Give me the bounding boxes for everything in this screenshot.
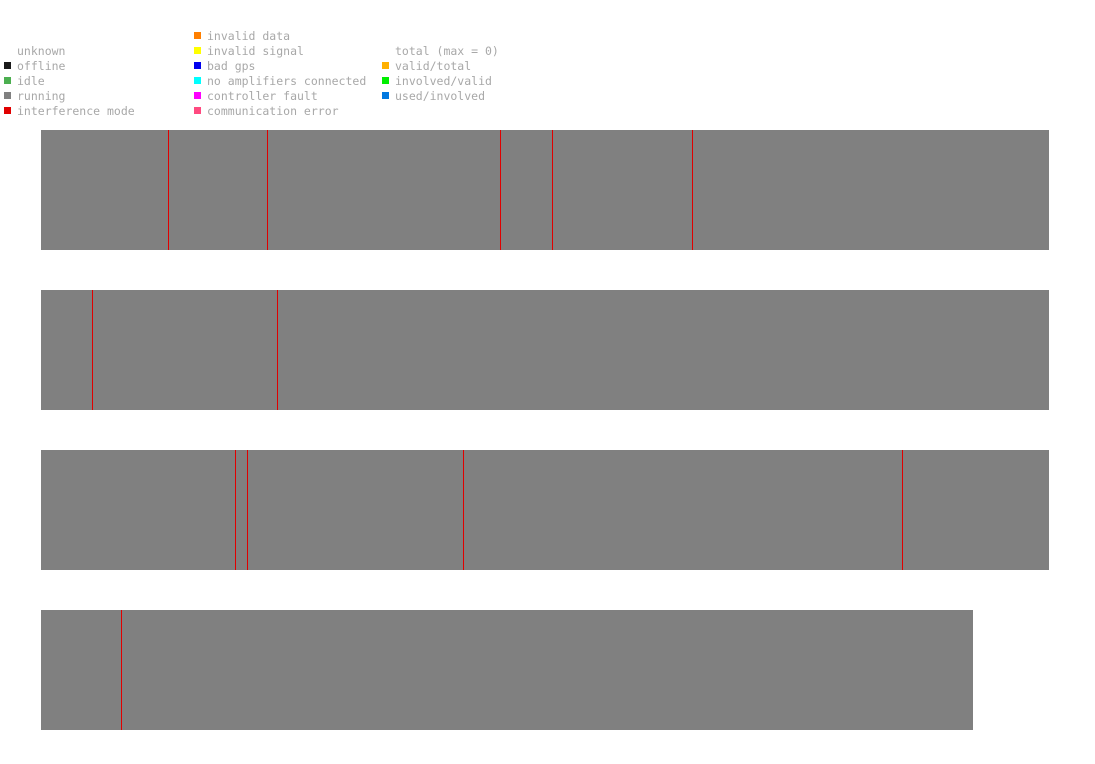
legend-swatch bbox=[194, 107, 201, 114]
timeline-row bbox=[41, 610, 974, 730]
legend-swatch bbox=[194, 47, 201, 54]
interference-event-mark bbox=[234, 450, 236, 570]
legend-label: idle bbox=[17, 74, 45, 88]
legend-swatch bbox=[194, 32, 201, 39]
interference-event-mark bbox=[499, 130, 501, 250]
legend-swatch bbox=[4, 62, 11, 69]
legend-label: involved/valid bbox=[395, 74, 492, 88]
interference-event-mark bbox=[120, 610, 122, 730]
legend-label: interference mode bbox=[17, 104, 135, 118]
legend-swatch bbox=[382, 92, 389, 99]
legend-label: total (max = 0) bbox=[395, 44, 499, 58]
interference-event-mark bbox=[901, 450, 903, 570]
interference-event-mark bbox=[552, 130, 554, 250]
timeline-row bbox=[41, 130, 1049, 250]
interference-event-mark bbox=[246, 450, 248, 570]
legend-label: controller fault bbox=[207, 89, 318, 103]
legend-swatch bbox=[4, 107, 11, 114]
timeline-row bbox=[41, 290, 1049, 410]
legend-label: used/involved bbox=[395, 89, 486, 103]
legend-label: invalid signal bbox=[207, 44, 304, 58]
interference-event-mark bbox=[92, 290, 94, 410]
legend-swatch bbox=[194, 92, 201, 99]
legend-label: offline bbox=[17, 59, 66, 73]
interference-event-mark bbox=[276, 290, 278, 410]
interference-event-mark bbox=[692, 130, 694, 250]
legend-swatch bbox=[382, 47, 389, 54]
legend-swatch bbox=[194, 62, 201, 69]
legend-label: valid/total bbox=[395, 59, 472, 73]
interference-event-mark bbox=[266, 130, 268, 250]
legend-label: running bbox=[17, 89, 66, 103]
timeline-row bbox=[41, 450, 1049, 570]
legend-swatch bbox=[4, 77, 11, 84]
legend-swatch bbox=[382, 62, 389, 69]
legend-swatch bbox=[4, 47, 11, 54]
legend-swatch bbox=[194, 77, 201, 84]
legend-label: unknown bbox=[17, 44, 66, 58]
legend-label: communication error bbox=[207, 104, 339, 118]
interference-event-mark bbox=[168, 130, 169, 250]
legend-label: invalid data bbox=[207, 29, 291, 43]
interference-event-mark bbox=[463, 450, 465, 570]
legend-label: bad gps bbox=[207, 59, 256, 73]
legend-swatch bbox=[4, 92, 11, 99]
legend-swatch bbox=[382, 77, 389, 84]
legend-label: no amplifiers connected bbox=[207, 74, 367, 88]
